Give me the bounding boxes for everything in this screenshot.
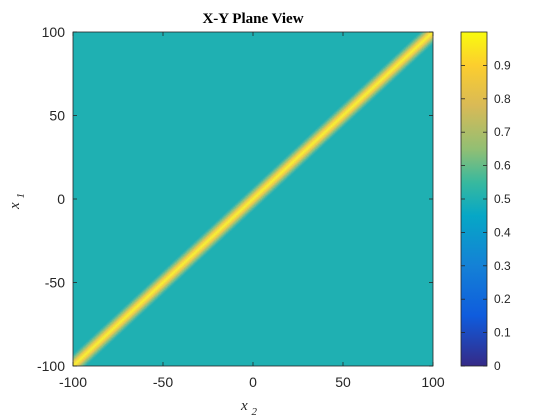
chart-title: X-Y Plane View [202, 11, 303, 27]
colorbar-tick-label: 0.4 [494, 225, 511, 239]
x-tick-label: 0 [249, 374, 257, 390]
colorbar-tick-label: 0.3 [494, 259, 511, 273]
colorbar-tick-label: 0.6 [494, 159, 511, 173]
y-axis-label: x 1 [7, 193, 27, 210]
x-tick-label: 100 [421, 374, 445, 390]
y-axis-label-base: x [7, 202, 23, 210]
x-axis-label-base: x [240, 398, 248, 414]
heatmap-ridge [73, 32, 433, 366]
x-axis-ticks: -100 -50 0 50 100 [59, 32, 445, 390]
colorbar-tick-label: 0.7 [494, 125, 511, 139]
colorbar: 0 0.1 0.2 0.3 0.4 0.5 0.6 0.7 0.8 0.9 [460, 31, 511, 373]
colorbar-tick-label: 0.1 [494, 326, 511, 340]
x-axis-label: x 2 [240, 398, 257, 418]
heatmap-ridge-band [73, 32, 433, 366]
colorbar-tick-label: 0.2 [494, 292, 511, 306]
x-tick-label: -50 [153, 374, 173, 390]
colorbar-tick-label: 0.5 [494, 192, 511, 206]
colorbar-tick-label: 0.8 [494, 92, 511, 106]
colorbar-tick-label: 0.9 [494, 58, 511, 72]
y-axis-label-subscript: 1 [15, 193, 27, 199]
plot-area [72, 31, 434, 367]
x-axis-label-subscript: 2 [251, 406, 257, 418]
x-tick-label: -100 [59, 374, 87, 390]
x-tick-label: 50 [335, 374, 351, 390]
colorbar-gradient [461, 32, 487, 366]
y-tick-label: 0 [57, 191, 65, 207]
y-tick-label: -50 [45, 275, 65, 291]
y-tick-label: 100 [42, 24, 66, 40]
y-tick-label: 50 [49, 108, 65, 124]
colorbar-tick-label: 0 [494, 359, 501, 373]
colorbar-ticks: 0 0.1 0.2 0.3 0.4 0.5 0.6 0.7 0.8 0.9 [461, 58, 511, 373]
y-tick-label: -100 [37, 358, 65, 374]
y-axis-ticks: -100 -50 0 50 100 [37, 24, 433, 374]
